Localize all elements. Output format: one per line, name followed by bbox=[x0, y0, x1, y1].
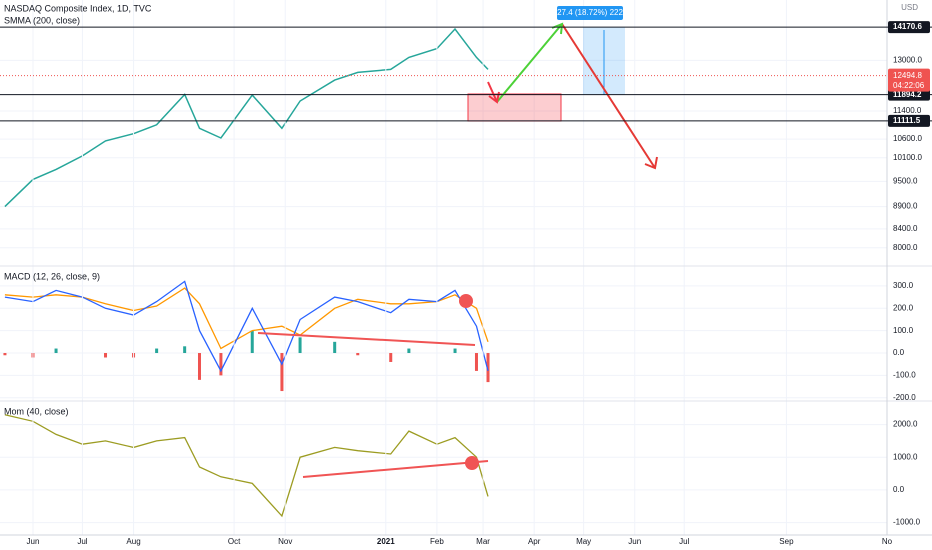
x-tick-label: Nov bbox=[278, 537, 292, 546]
green-arrow bbox=[496, 23, 563, 103]
level-label: 11894.2 bbox=[893, 90, 922, 99]
x-tick-label: Aug bbox=[126, 537, 140, 546]
y-tick-label: 9500.0 bbox=[893, 177, 918, 186]
pane-title: Mom (40, close) bbox=[4, 406, 69, 416]
countdown: 04:22:06 bbox=[893, 81, 925, 90]
y-tick-label: 100.0 bbox=[893, 326, 914, 335]
marker bbox=[465, 456, 479, 470]
histogram-bar bbox=[250, 330, 254, 354]
y-tick-label: 8000.0 bbox=[893, 243, 918, 252]
last-price-label: 12494.8 bbox=[893, 71, 922, 80]
x-tick-label: Feb bbox=[430, 537, 444, 546]
histogram-bar bbox=[333, 341, 337, 354]
histogram-bar bbox=[356, 353, 360, 356]
histogram-bar bbox=[219, 353, 223, 376]
histogram-bar bbox=[280, 353, 284, 392]
red-arrow bbox=[561, 23, 656, 169]
y-tick-label: 300.0 bbox=[893, 281, 914, 290]
histogram-bar bbox=[3, 353, 7, 356]
y-tick-label: 2000.0 bbox=[893, 420, 918, 429]
histogram-bar bbox=[298, 337, 302, 354]
series-line bbox=[4, 414, 489, 518]
macd-trendline bbox=[257, 332, 476, 346]
x-tick-label: Jul bbox=[77, 537, 87, 546]
y-tick-label: 11400.0 bbox=[893, 106, 922, 115]
legend-entry: SMMA (200, close) bbox=[4, 15, 80, 25]
x-tick-label: 2021 bbox=[377, 537, 395, 546]
arrow-head bbox=[644, 156, 658, 170]
x-tick-label: Jun bbox=[27, 537, 40, 546]
y-tick-label: 200.0 bbox=[893, 303, 914, 312]
x-tick-label: Jun bbox=[628, 537, 641, 546]
x-tick-label: Oct bbox=[228, 537, 241, 546]
pane-title: NASDAQ Composite Index, 1D, TVC bbox=[4, 3, 152, 13]
level-label: 14170.6 bbox=[893, 22, 922, 31]
y-tick-label: 0.0 bbox=[893, 348, 905, 357]
mom-trendline bbox=[302, 460, 489, 478]
y-tick-label: 13000.0 bbox=[893, 55, 922, 64]
y-tick-label: -1000.0 bbox=[893, 518, 921, 527]
x-tick-label: May bbox=[576, 537, 591, 546]
y-tick-label: 8900.0 bbox=[893, 202, 918, 211]
x-tick-label: No bbox=[882, 537, 893, 546]
level-label-bg bbox=[888, 88, 930, 101]
pane-title: MACD (12, 26, close, 9) bbox=[4, 271, 100, 281]
level-label-bg bbox=[888, 21, 930, 34]
histogram-bar bbox=[54, 348, 58, 354]
y-tick-label: 8400.0 bbox=[893, 224, 918, 233]
series-line bbox=[4, 27, 489, 208]
last-price-bg bbox=[888, 68, 930, 92]
y-tick-label: 10100.0 bbox=[893, 153, 922, 162]
histogram-bar bbox=[104, 353, 108, 358]
arrow-head bbox=[488, 91, 500, 104]
y-tick-label: 1000.0 bbox=[893, 452, 918, 461]
measure-label-bg bbox=[557, 6, 623, 20]
histogram-bar bbox=[155, 348, 159, 354]
level-label: 11111.5 bbox=[893, 116, 921, 125]
plots: 8000.0 8400.0 8900.0 9500.0 10100.0 10600.0 11… bbox=[0, 0, 922, 535]
histogram-bar bbox=[389, 353, 393, 362]
series-line bbox=[4, 287, 489, 350]
y-tick-label: -200.0 bbox=[893, 393, 916, 402]
marker bbox=[459, 294, 473, 308]
histogram-bar bbox=[486, 353, 490, 383]
red-arrow bbox=[487, 81, 498, 103]
y-tick-label: 0.0 bbox=[893, 485, 905, 494]
x-tick-label: Mar bbox=[476, 537, 490, 546]
x-tick-label: Apr bbox=[528, 537, 541, 546]
histogram-bar bbox=[453, 348, 457, 354]
y-tick-label: -100.0 bbox=[893, 370, 916, 379]
measure-label: 2227.4 (18.72%) 22274 bbox=[548, 8, 632, 17]
y-tick-label: 10600.0 bbox=[893, 134, 922, 143]
histogram-bar bbox=[474, 353, 478, 371]
drawings: 2227.4 (18.72%) 22274 bbox=[257, 6, 658, 478]
histogram-bar bbox=[197, 353, 201, 380]
histogram-bar bbox=[407, 348, 411, 354]
x-tick-label: Sep bbox=[779, 537, 794, 546]
x-tick-label: Jul bbox=[679, 537, 689, 546]
level-label-bg bbox=[888, 114, 930, 127]
series-line bbox=[4, 280, 489, 373]
histogram-bar bbox=[183, 346, 187, 354]
overlays: NASDAQ Composite Index, 1D, TVC SMMA (200… bbox=[0, 3, 932, 546]
currency: USD bbox=[901, 3, 918, 12]
loss-box bbox=[467, 93, 562, 122]
